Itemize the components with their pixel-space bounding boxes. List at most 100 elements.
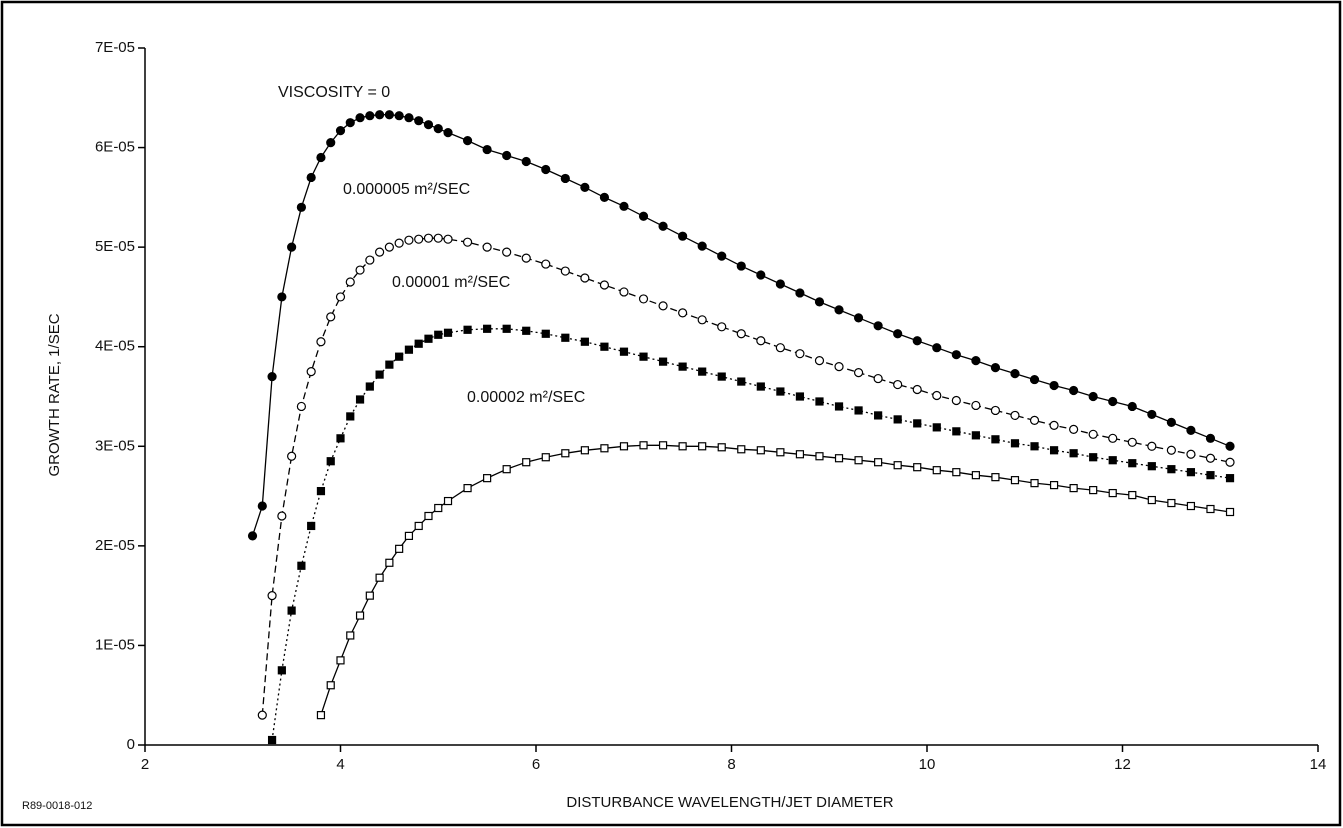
marker	[365, 382, 374, 391]
marker	[414, 234, 424, 244]
x-tick-label: 4	[336, 756, 344, 773]
marker	[600, 342, 609, 351]
marker	[404, 235, 414, 245]
marker	[893, 415, 902, 424]
marker	[1225, 441, 1235, 451]
marker	[737, 377, 746, 386]
marker	[1127, 437, 1137, 447]
marker	[395, 352, 404, 361]
marker	[580, 446, 589, 455]
marker	[658, 301, 668, 311]
marker	[1030, 442, 1039, 451]
marker	[795, 392, 805, 401]
marker	[698, 367, 707, 376]
marker	[951, 350, 961, 360]
marker	[1089, 453, 1098, 462]
marker	[404, 531, 414, 541]
marker	[580, 337, 589, 346]
marker	[853, 368, 864, 378]
marker	[1186, 425, 1196, 435]
x-tick-label: 12	[1114, 756, 1131, 773]
marker	[1088, 429, 1098, 439]
marker	[1049, 481, 1059, 490]
marker	[1128, 459, 1137, 468]
marker	[1010, 476, 1020, 485]
marker	[541, 329, 550, 338]
marker	[443, 328, 453, 337]
marker	[1010, 368, 1020, 379]
marker	[424, 334, 433, 343]
marker	[541, 259, 551, 269]
y-tick-label: 5E-05	[95, 238, 135, 255]
marker	[326, 457, 335, 466]
marker	[502, 324, 511, 333]
marker	[434, 330, 443, 339]
marker	[1108, 488, 1117, 498]
marker	[619, 442, 629, 451]
marker	[736, 261, 746, 271]
marker	[951, 395, 961, 406]
marker	[580, 273, 590, 283]
marker	[433, 233, 443, 243]
marker	[1186, 468, 1196, 477]
marker	[1147, 441, 1157, 451]
marker	[1147, 462, 1156, 471]
marker	[522, 326, 531, 335]
marker	[346, 412, 355, 421]
marker	[697, 315, 707, 325]
marker	[756, 382, 765, 391]
marker	[971, 356, 981, 366]
marker	[834, 362, 844, 372]
marker	[815, 452, 824, 461]
marker	[874, 458, 883, 467]
marker	[1069, 484, 1078, 493]
y-tick-label: 1E-05	[95, 636, 135, 653]
marker	[257, 710, 267, 720]
series-label: VISCOSITY = 0	[278, 84, 390, 101]
marker	[795, 288, 805, 298]
marker	[1206, 504, 1215, 514]
marker	[893, 461, 902, 470]
marker	[384, 110, 394, 120]
marker	[834, 402, 844, 411]
marker	[1147, 495, 1156, 505]
marker	[434, 503, 443, 513]
marker	[257, 501, 267, 511]
marker	[639, 441, 648, 450]
marker	[277, 511, 287, 521]
marker	[1029, 415, 1040, 425]
marker	[1147, 409, 1157, 420]
marker	[414, 339, 423, 348]
marker	[394, 238, 404, 248]
marker	[1069, 449, 1078, 458]
marker	[1108, 433, 1118, 443]
marker	[1225, 474, 1235, 483]
marker	[756, 270, 766, 280]
footnote: R89-0018-012	[22, 800, 92, 812]
marker	[483, 474, 492, 483]
marker	[462, 136, 473, 146]
marker	[277, 292, 287, 302]
marker	[561, 333, 570, 342]
marker	[1029, 374, 1040, 385]
marker	[336, 434, 345, 443]
marker	[375, 573, 384, 582]
y-tick-label: 7E-05	[95, 39, 135, 56]
y-tick-label: 3E-05	[95, 437, 135, 454]
marker	[932, 343, 942, 353]
marker	[775, 343, 785, 353]
marker	[306, 367, 316, 377]
marker	[463, 325, 472, 334]
marker	[990, 363, 1001, 373]
marker	[776, 387, 785, 396]
marker	[521, 253, 531, 263]
marker	[423, 233, 434, 243]
marker	[913, 419, 922, 428]
marker	[335, 292, 346, 302]
marker	[717, 322, 727, 332]
marker	[375, 247, 385, 257]
marker	[678, 362, 687, 371]
marker	[306, 172, 316, 183]
marker	[1069, 424, 1079, 434]
series-line	[320, 444, 1231, 716]
